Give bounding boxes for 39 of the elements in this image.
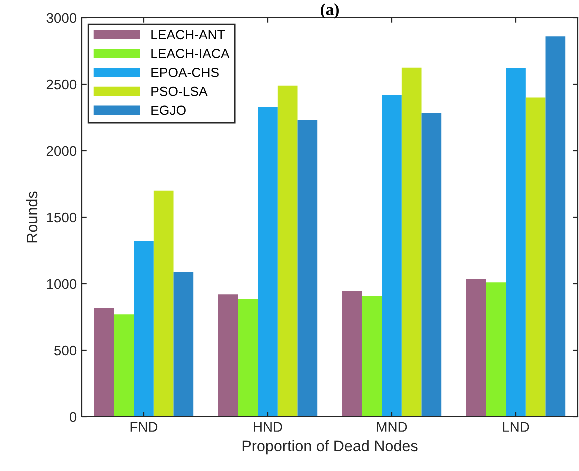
chart-title: (a)	[321, 4, 339, 19]
x-tick-label: HND	[254, 422, 282, 432]
bar	[466, 279, 486, 417]
y-tick-label: 3000	[46, 13, 77, 24]
bar	[382, 95, 402, 417]
bar	[258, 107, 278, 417]
bar	[94, 308, 114, 417]
bar	[218, 294, 238, 417]
x-axis-title: Proportion of Dead Nodes	[242, 440, 418, 455]
y-tick-label: 1000	[47, 279, 77, 290]
bar	[402, 68, 422, 417]
bar	[134, 241, 154, 417]
y-tick-label: 2500	[46, 80, 77, 90]
bar	[298, 120, 318, 417]
x-tick-label: LND	[503, 422, 530, 432]
bar	[422, 113, 442, 417]
bar	[278, 86, 298, 417]
bar	[238, 299, 258, 417]
y-tick-label: 2000	[46, 146, 77, 156]
y-tick-label: 0	[70, 412, 77, 422]
bar	[114, 314, 134, 417]
bar	[486, 282, 506, 417]
y-axis-title: Rounds	[26, 192, 38, 243]
legend-label: LEACH-ANT	[152, 30, 226, 40]
legend-label: PSO-LSA	[152, 86, 208, 96]
x-tick-label: FND	[130, 422, 158, 432]
legend-label: EPOA-CHS	[152, 68, 219, 78]
bar	[506, 68, 526, 417]
y-tick-label: 1500	[47, 212, 77, 223]
y-tick-label: 500	[54, 346, 77, 356]
bar	[154, 190, 174, 417]
bar	[342, 291, 362, 417]
bar	[174, 272, 194, 417]
legend-label: EGJO	[152, 106, 186, 116]
bar	[526, 98, 546, 417]
x-tick-label: MND	[377, 422, 408, 432]
legend-label: LEACH-IACA	[152, 49, 230, 58]
bar	[362, 296, 382, 417]
bar	[546, 36, 566, 417]
